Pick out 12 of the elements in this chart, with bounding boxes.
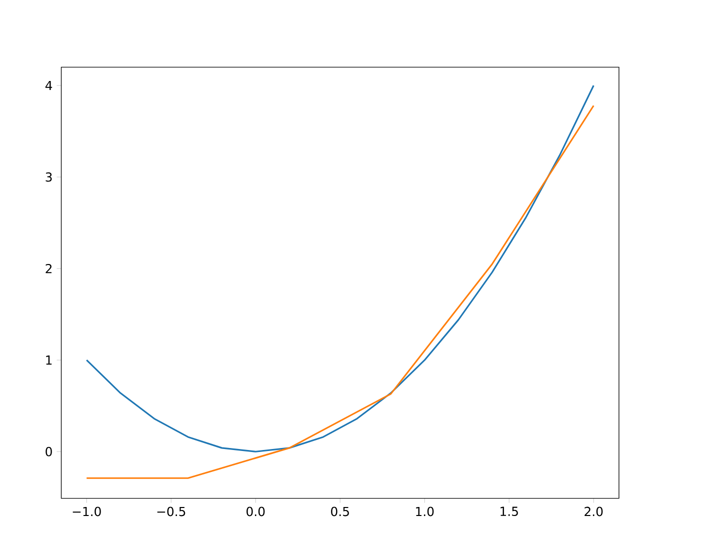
y-tick-label: 0 <box>46 446 52 456</box>
x-tick-label: 2.0 <box>584 506 603 516</box>
x-tick-label: 0.0 <box>246 506 265 516</box>
x-tick-label: −1.0 <box>72 506 101 516</box>
x-tick-label: 1.0 <box>416 506 434 516</box>
x-tick-label: 1.5 <box>500 506 518 516</box>
y-tick-label: 4 <box>45 80 52 90</box>
y-tick-label: 1 <box>46 355 52 364</box>
y-tick-label: 2 <box>46 264 52 273</box>
x-tick-label: −0.5 <box>157 506 186 516</box>
y-tick-label: 3 <box>46 172 52 182</box>
x-tick-label: 0.5 <box>331 506 349 516</box>
